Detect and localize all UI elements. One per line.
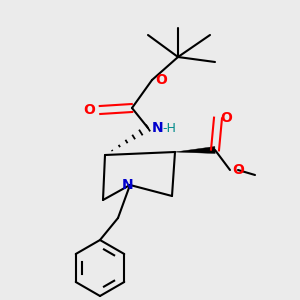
Text: O: O bbox=[155, 73, 167, 87]
Text: O: O bbox=[83, 103, 95, 117]
Text: N: N bbox=[152, 121, 164, 135]
Text: -H: -H bbox=[162, 122, 176, 134]
Polygon shape bbox=[175, 146, 215, 154]
Text: N: N bbox=[122, 178, 134, 192]
Text: O: O bbox=[220, 111, 232, 125]
Text: O: O bbox=[232, 163, 244, 177]
